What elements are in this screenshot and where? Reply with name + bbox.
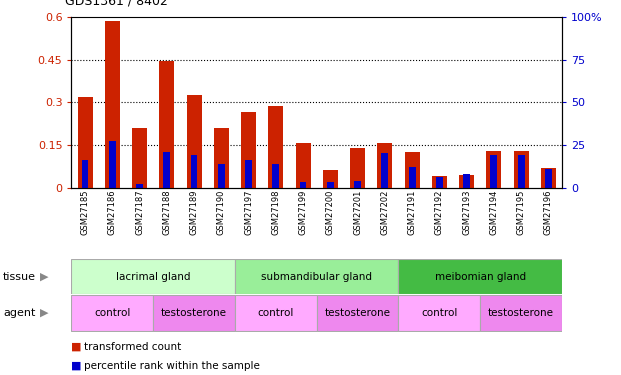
Bar	[235, 295, 317, 331]
Bar	[268, 106, 283, 188]
Bar	[300, 182, 307, 188]
Text: testosterone: testosterone	[325, 308, 391, 318]
Text: transformed count: transformed count	[84, 342, 181, 352]
Text: GSM27188: GSM27188	[162, 190, 171, 235]
Text: ▶: ▶	[40, 272, 49, 282]
Bar	[354, 181, 361, 188]
Bar	[273, 164, 279, 188]
Text: GSM27199: GSM27199	[299, 190, 307, 235]
Text: GSM27198: GSM27198	[271, 190, 280, 235]
Bar	[160, 61, 175, 188]
Bar	[296, 143, 310, 188]
Text: GSM27192: GSM27192	[435, 190, 444, 235]
Bar	[350, 148, 365, 188]
Text: GSM27189: GSM27189	[189, 190, 199, 235]
Text: GSM27191: GSM27191	[407, 190, 417, 235]
Text: GSM27194: GSM27194	[489, 190, 499, 235]
Bar	[480, 295, 562, 331]
Bar	[109, 141, 116, 188]
Text: GSM27186: GSM27186	[108, 190, 117, 235]
Text: GSM27190: GSM27190	[217, 190, 226, 235]
Bar	[132, 128, 147, 188]
Bar	[405, 152, 420, 188]
Text: meibomian gland: meibomian gland	[435, 272, 526, 282]
Bar	[486, 150, 501, 188]
Text: GSM27187: GSM27187	[135, 190, 144, 235]
Bar	[71, 295, 153, 331]
Text: GSM27193: GSM27193	[462, 190, 471, 235]
Text: percentile rank within the sample: percentile rank within the sample	[84, 361, 260, 370]
Bar	[399, 260, 562, 294]
Bar	[136, 184, 143, 188]
Bar	[399, 295, 480, 331]
Bar	[459, 175, 474, 188]
Bar	[317, 295, 399, 331]
Bar	[186, 95, 202, 188]
Text: agent: agent	[3, 308, 35, 318]
Bar	[214, 128, 229, 188]
Text: GDS1361 / 8402: GDS1361 / 8402	[65, 0, 168, 8]
Bar	[235, 260, 399, 294]
Text: control: control	[421, 308, 458, 318]
Bar	[378, 143, 392, 188]
Bar	[241, 112, 256, 188]
Bar	[381, 153, 388, 188]
Bar	[514, 150, 528, 188]
Text: testosterone: testosterone	[161, 308, 227, 318]
Text: GSM27200: GSM27200	[326, 190, 335, 235]
Bar	[436, 177, 443, 188]
Bar	[463, 174, 470, 188]
Text: GSM27201: GSM27201	[353, 190, 362, 235]
Bar	[545, 169, 552, 188]
Text: ▶: ▶	[40, 308, 49, 318]
Text: lacrimal gland: lacrimal gland	[116, 272, 191, 282]
Text: ■: ■	[71, 361, 82, 370]
Bar	[323, 170, 338, 188]
Bar	[327, 182, 333, 188]
Text: GSM27196: GSM27196	[544, 190, 553, 235]
Text: ■: ■	[71, 342, 82, 352]
Text: GSM27195: GSM27195	[517, 190, 525, 235]
Bar	[71, 260, 235, 294]
Bar	[409, 167, 415, 188]
Text: control: control	[258, 308, 294, 318]
Text: submandibular gland: submandibular gland	[261, 272, 372, 282]
Bar	[541, 168, 556, 188]
Bar	[105, 21, 120, 188]
Bar	[153, 295, 235, 331]
Text: testosterone: testosterone	[488, 308, 554, 318]
Text: GSM27197: GSM27197	[244, 190, 253, 235]
Bar	[78, 96, 93, 188]
Text: tissue: tissue	[3, 272, 36, 282]
Bar	[518, 155, 525, 188]
Text: control: control	[94, 308, 130, 318]
Bar	[191, 155, 197, 188]
Bar	[245, 160, 252, 188]
Bar	[81, 160, 88, 188]
Text: GSM27185: GSM27185	[81, 190, 89, 235]
Bar	[432, 176, 447, 188]
Bar	[491, 155, 497, 188]
Bar	[163, 152, 170, 188]
Bar	[218, 164, 225, 188]
Text: GSM27202: GSM27202	[380, 190, 389, 235]
